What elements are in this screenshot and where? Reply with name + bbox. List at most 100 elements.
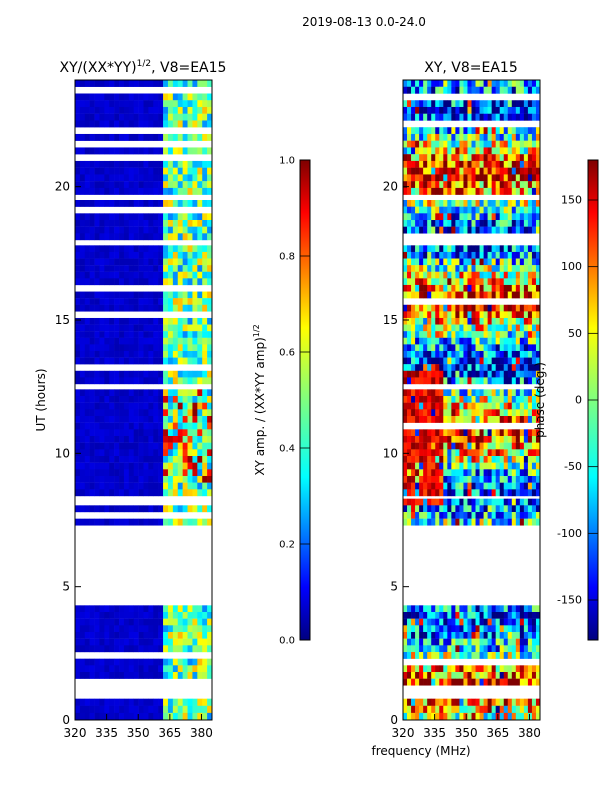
heatmap-cell [471, 265, 476, 272]
heatmap-cell [143, 213, 149, 221]
heatmap-cell [109, 324, 115, 332]
heatmap-cell [148, 698, 154, 706]
heatmap-cell [128, 429, 135, 437]
heatmap-cell [447, 632, 452, 639]
heatmap-cell [172, 100, 179, 108]
heatmap-cell [467, 498, 472, 506]
heatmap-cell [499, 213, 505, 221]
heatmap-cell [471, 364, 476, 371]
heatmap-cell [483, 226, 488, 234]
heatmap-cell [507, 449, 513, 457]
heatmap-cell [439, 213, 444, 221]
heatmap-cell [163, 665, 169, 673]
heatmap-cell [455, 344, 460, 352]
heatmap-cell [531, 518, 537, 526]
heatmap-cell [415, 226, 420, 234]
heatmap-cell [527, 512, 533, 519]
heatmap-cell [123, 251, 130, 259]
heatmap-cell [475, 518, 480, 526]
heatmap-cell [167, 476, 174, 483]
heatmap-cell [459, 605, 464, 613]
heatmap-cell [415, 364, 420, 371]
heatmap-cell [182, 409, 188, 417]
heatmap-cell [158, 350, 164, 358]
heatmap-cell [79, 337, 86, 345]
heatmap-cell [495, 409, 501, 417]
heatmap-cell [138, 476, 144, 483]
heatmap-cell [172, 505, 179, 513]
heatmap-cell [202, 317, 208, 325]
heatmap-cell [187, 324, 193, 332]
heatmap-cell [451, 712, 456, 721]
heatmap-cell [443, 377, 448, 385]
heatmap-cell [511, 140, 517, 148]
heatmap-cell [89, 442, 95, 450]
heatmap-cell [75, 449, 81, 457]
heatmap-cell [423, 505, 428, 513]
heatmap-cell [94, 331, 100, 338]
heatmap-cell [499, 304, 505, 312]
heatmap-cell [163, 174, 169, 182]
heatmap-cell [163, 120, 169, 128]
heatmap-cell [443, 181, 448, 189]
heatmap-cell [499, 665, 505, 673]
heatmap-cell [459, 618, 464, 626]
heatmap-cell [443, 469, 448, 477]
heatmap-cell [94, 120, 100, 128]
heatmap-cell [202, 389, 208, 397]
heatmap-cell [411, 291, 416, 299]
heatmap-cell [138, 402, 144, 410]
heatmap-cell [435, 291, 440, 299]
heatmap-cell [167, 462, 174, 470]
heatmap-cell [197, 344, 203, 352]
heatmap-cell [447, 469, 452, 477]
heatmap-cell [197, 213, 203, 221]
heatmap-cell [177, 489, 183, 497]
heatmap-cell [128, 265, 135, 272]
heatmap-cell [455, 618, 460, 626]
heatmap-cell [411, 160, 416, 168]
heatmap-cell [138, 113, 144, 121]
heatmap-cell [519, 271, 525, 279]
heatmap-cell [94, 698, 100, 706]
heatmap-cell [119, 113, 125, 121]
heatmap-cell [527, 226, 533, 234]
heatmap-cell [158, 638, 164, 646]
heatmap-cell [79, 632, 86, 639]
heatmap-cell [443, 113, 448, 121]
heatmap-cell [148, 658, 154, 666]
heatmap-cell [463, 133, 468, 141]
heatmap-cell [84, 436, 90, 443]
heatmap-cell [153, 698, 159, 706]
heatmap-cell [535, 265, 541, 272]
heatmap-cell [523, 174, 529, 182]
heatmap-cell [99, 456, 105, 463]
heatmap-cell [79, 416, 86, 423]
heatmap-cell [483, 245, 488, 253]
heatmap-cell [177, 298, 183, 305]
heatmap-cell [507, 518, 513, 526]
heatmap-cell [467, 344, 472, 352]
heatmap-cell [163, 160, 169, 168]
heatmap-cell [503, 271, 509, 279]
heatmap-cell [197, 416, 203, 423]
heatmap-cell [463, 200, 468, 207]
heatmap-cell [133, 436, 139, 443]
heatmap-cell [511, 213, 517, 221]
heatmap-cell [94, 350, 100, 358]
heatmap-cell [119, 147, 125, 155]
heatmap-cell [423, 638, 428, 646]
heatmap-cell [192, 705, 198, 714]
heatmap-cell [467, 350, 472, 358]
heatmap-cell [133, 337, 139, 345]
heatmap-cell [519, 396, 525, 403]
heatmap-cell [531, 271, 537, 279]
heatmap-cell [192, 625, 198, 633]
heatmap-cell [119, 489, 125, 497]
heatmap-cell [415, 206, 420, 214]
heatmap-cell [519, 364, 525, 371]
heatmap-cell [158, 213, 164, 221]
heatmap-cell [89, 93, 95, 101]
heatmap-cell [515, 317, 521, 325]
heatmap-cell [133, 505, 139, 513]
